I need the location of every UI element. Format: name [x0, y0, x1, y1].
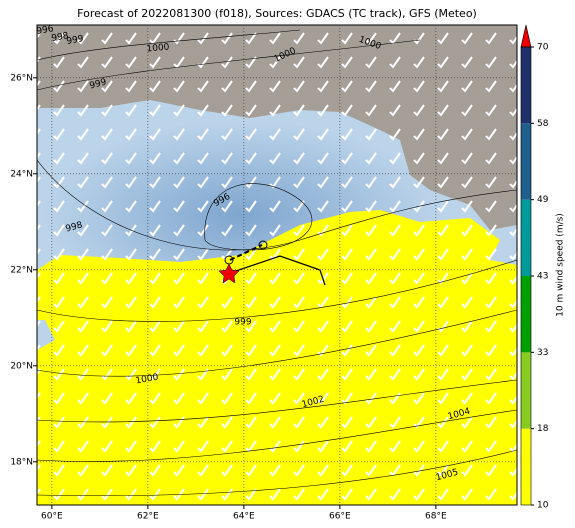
colorbar-tick-label: 33 — [537, 348, 548, 358]
colorbar-tick-label: 70 — [537, 43, 549, 53]
y-tick-label: 20°N — [10, 361, 33, 371]
x-tick-label: 68°E — [425, 512, 447, 522]
storm-track — [218, 240, 326, 286]
isobar-label: 999 — [234, 318, 251, 328]
colorbar-segment — [521, 123, 531, 200]
x-tick-label: 60°E — [41, 512, 63, 522]
colorbar-tick-label: 49 — [537, 195, 549, 205]
colorbar-label: 10 m wind speed (m/s) — [556, 213, 566, 317]
colorbar-tick-label: 43 — [537, 272, 548, 282]
y-tick-label: 24°N — [10, 169, 33, 179]
x-tick-label: 66°E — [329, 512, 351, 522]
map-area — [37, 25, 517, 505]
colorbar-extend — [520, 24, 532, 48]
colorbar-segment — [521, 352, 531, 429]
colorbar-segment — [521, 199, 531, 276]
y-tick-label: 26°N — [10, 73, 33, 83]
colorbar-segment — [521, 428, 531, 505]
colorbar-segment — [521, 276, 531, 353]
isobar-label: 999 — [89, 77, 108, 91]
colorbar-segment — [521, 47, 531, 124]
isobar-label: 1000 — [146, 42, 170, 54]
colorbar-tick-label: 10 — [537, 501, 549, 511]
isobar-label: 1000 — [135, 373, 160, 387]
isobar-label: 998 — [51, 31, 70, 44]
colorbar-tick-label: 58 — [537, 119, 549, 129]
map-title: Forecast of 2022081300 (f018), Sources: … — [77, 7, 477, 20]
y-tick-label: 22°N — [10, 265, 33, 275]
wind-barbs — [37, 25, 517, 505]
isobar-label: 998 — [65, 220, 84, 234]
isobar-label: 999 — [66, 34, 85, 47]
x-tick-label: 62°E — [137, 512, 159, 522]
colorbar-tick-label: 18 — [537, 424, 549, 434]
x-tick-label: 64°E — [233, 512, 255, 522]
y-tick-label: 18°N — [10, 457, 33, 467]
isobar-label: 996 — [36, 24, 55, 37]
map-frame — [36, 24, 518, 506]
